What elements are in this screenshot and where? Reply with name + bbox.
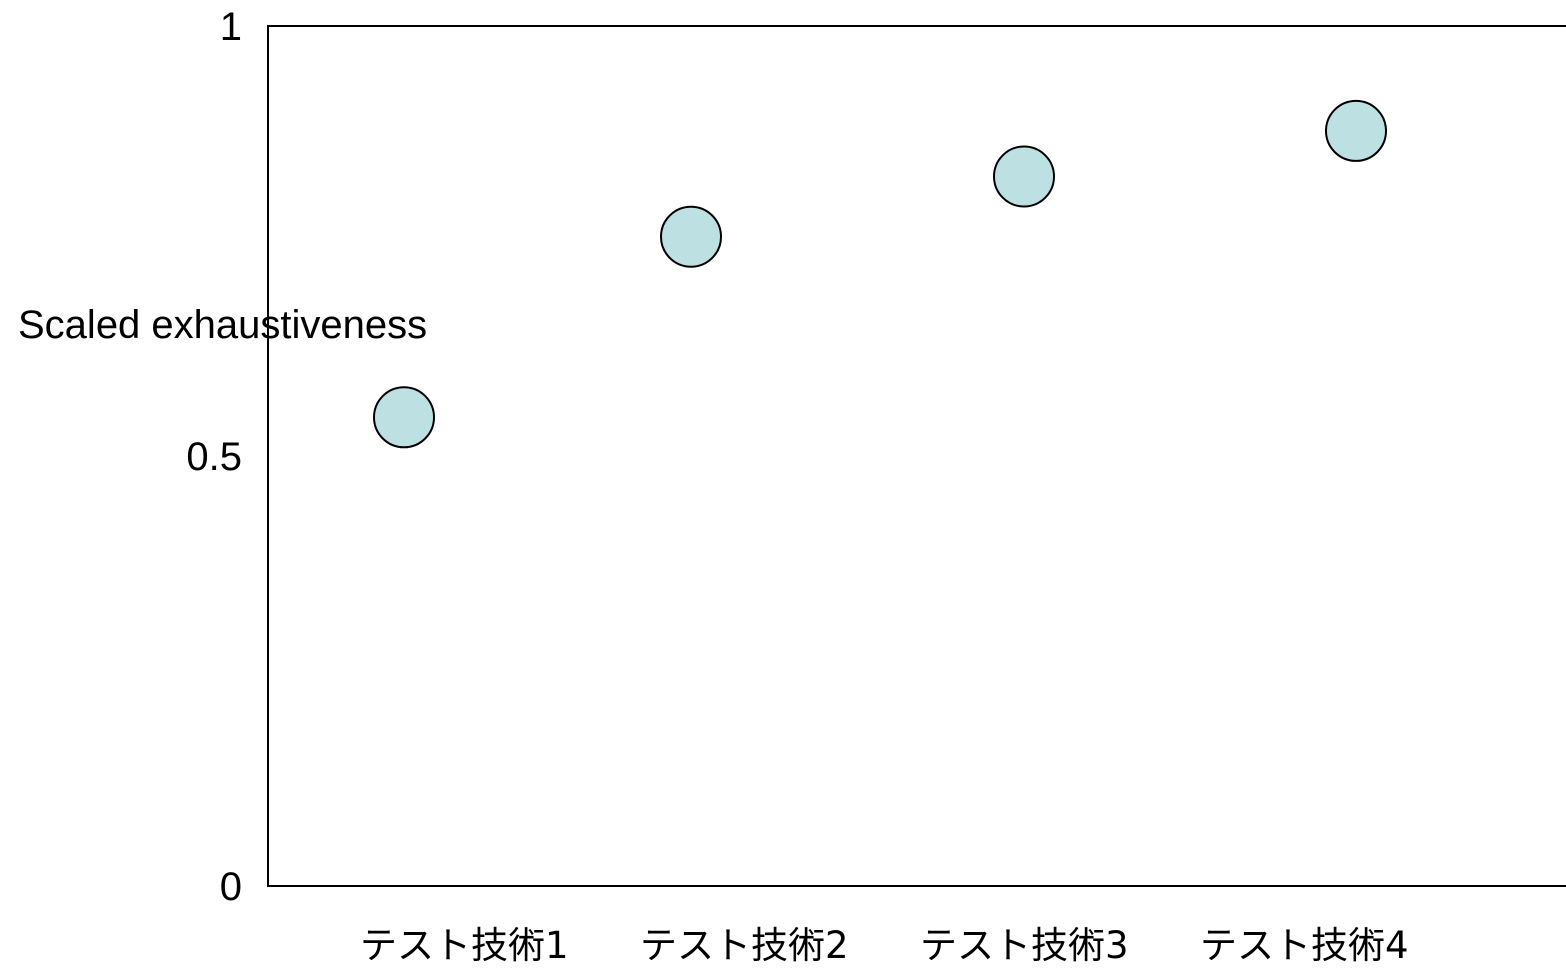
y-tick-label: 1 <box>220 5 242 49</box>
x-ticks: テスト技術1 テスト技術2 テスト技術3 テスト技術4 <box>360 924 1409 967</box>
data-point <box>993 145 1055 208</box>
x-tick-label: テスト技術3 <box>920 924 1129 967</box>
data-point <box>1325 99 1387 162</box>
data-point <box>660 205 722 268</box>
y-axis-label: Scaled exhaustiveness <box>18 303 427 347</box>
y-ticks: 00.51 <box>186 5 242 909</box>
y-tick-label: 0 <box>220 865 242 909</box>
y-tick-label: 0.5 <box>186 435 242 479</box>
x-tick-label: テスト技術4 <box>1200 924 1409 967</box>
data-point <box>373 386 435 449</box>
x-tick-label: テスト技術1 <box>360 924 569 967</box>
plot-area <box>267 25 1566 887</box>
data-points <box>373 99 1387 449</box>
x-tick-label: テスト技術2 <box>640 924 849 967</box>
